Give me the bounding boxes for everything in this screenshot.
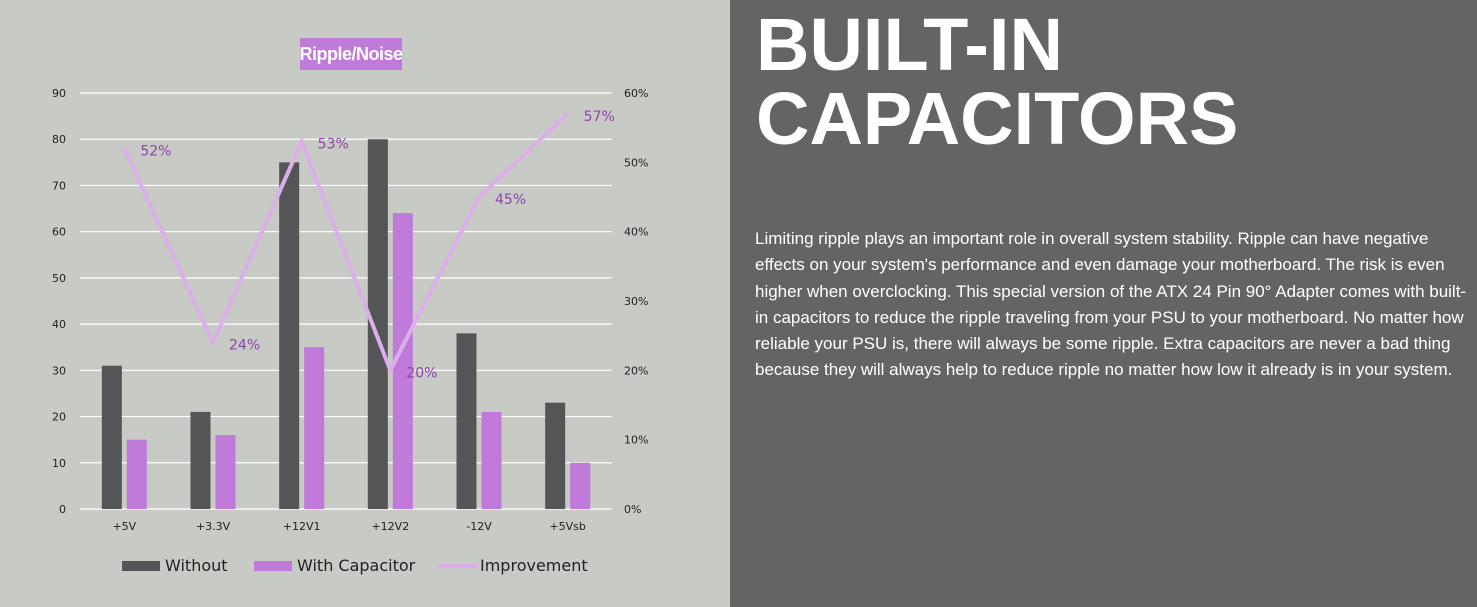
legend-label: Without — [165, 556, 228, 575]
y-tick-label-right: 30% — [624, 295, 648, 308]
bar-without — [456, 333, 477, 509]
y-tick-label-right: 40% — [624, 226, 648, 239]
legend-swatch — [254, 561, 292, 571]
bar-without — [101, 365, 122, 509]
y-tick-label-right: 0% — [624, 503, 641, 516]
y-tick-label-left: 80 — [52, 133, 66, 146]
legend-swatch — [122, 561, 160, 571]
section-heading: BUILT-IN CAPACITORS — [756, 8, 1238, 156]
x-tick-label: +12V1 — [283, 520, 321, 533]
bar-with-capacitor — [215, 435, 236, 509]
chart-panel: Ripple/Noise 0 10 20 30 40 50 60 70 80 90 0% 10% 20%… — [0, 0, 730, 607]
heading-line-1: BUILT-IN — [756, 3, 1063, 86]
chart-title: Ripple/Noise — [299, 38, 403, 70]
legend-label: Improvement — [480, 556, 588, 575]
bar-with-capacitor — [392, 213, 413, 509]
legend-label: With Capacitor — [297, 556, 416, 575]
bar-with-capacitor — [481, 411, 502, 509]
y-tick-label-left: 20 — [52, 411, 66, 424]
y-tick-label-left: 70 — [52, 179, 66, 192]
y-tick-label-right: 60% — [624, 87, 648, 100]
line-improvement — [122, 112, 570, 376]
data-label: 53% — [318, 137, 349, 153]
x-tick-label: +12V2 — [371, 520, 409, 533]
y-tick-label-left: 30 — [52, 364, 66, 377]
y-tick-label-left: 0 — [59, 503, 66, 516]
y-tick-label-left: 10 — [52, 457, 66, 470]
ripple-noise-chart: 0 10 20 30 40 50 60 70 80 90 0% 10% 20% 30% 40% 50% 60% +… — [52, 87, 648, 575]
x-tick-label: +3.3V — [196, 520, 231, 533]
data-label: 24% — [229, 338, 260, 354]
bar-without — [545, 402, 566, 509]
y-tick-label-left: 90 — [52, 87, 66, 100]
bar-with-capacitor — [126, 439, 147, 509]
x-tick-label: +5Vsb — [549, 520, 585, 533]
bar-with-capacitor — [570, 462, 591, 509]
info-panel — [730, 0, 1477, 607]
x-tick-label: -12V — [466, 520, 492, 533]
y-tick-label-left: 60 — [52, 226, 66, 239]
data-label: 20% — [406, 365, 437, 381]
bar-without — [367, 139, 388, 509]
x-tick-label: +5V — [112, 520, 136, 533]
y-tick-label-right: 10% — [624, 434, 648, 447]
y-tick-label-left: 50 — [52, 272, 66, 285]
description-paragraph: Limiting ripple plays an important role … — [755, 229, 1467, 380]
bar-with-capacitor — [304, 347, 325, 509]
bar-without — [279, 162, 300, 510]
heading-line-2: CAPACITORS — [756, 77, 1239, 160]
y-tick-label-right: 50% — [624, 156, 648, 169]
y-tick-label-left: 40 — [52, 318, 66, 331]
y-tick-label-right: 20% — [624, 364, 648, 377]
data-label: 52% — [140, 143, 171, 159]
bar-without — [190, 411, 211, 509]
data-label: 45% — [495, 192, 526, 208]
data-label: 57% — [584, 109, 615, 125]
